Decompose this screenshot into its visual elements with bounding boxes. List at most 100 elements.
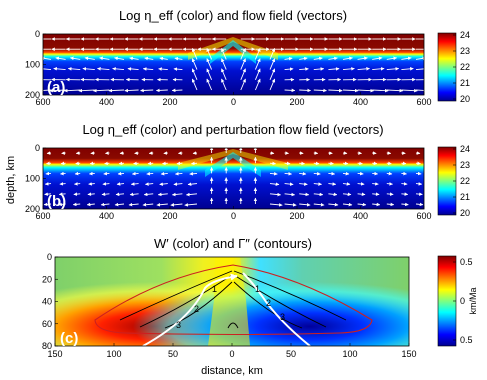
flow-vector bbox=[129, 56, 139, 61]
flow-vector bbox=[58, 192, 66, 196]
panel-a-axes: 600 400 200 0 200 400 600 0 100 200 bbox=[25, 29, 432, 107]
flow-vector bbox=[117, 171, 125, 176]
flow-vector bbox=[386, 67, 400, 71]
flow-vector bbox=[284, 203, 297, 207]
flow-vector bbox=[128, 202, 139, 207]
flow-vector bbox=[401, 67, 414, 71]
contour-label: 1 bbox=[212, 284, 217, 294]
flow-vector bbox=[299, 56, 308, 61]
x-tick-label: 400 bbox=[353, 97, 368, 107]
flow-vector bbox=[269, 68, 276, 80]
flow-vector bbox=[221, 68, 227, 80]
flow-vector bbox=[144, 56, 154, 61]
flow-vector bbox=[415, 68, 424, 71]
flow-vector bbox=[159, 182, 168, 186]
panel-b-tag: (b) bbox=[47, 193, 66, 210]
flow-vector bbox=[328, 56, 338, 61]
panel-b-title: Log η_eff (color) and perturbation flow … bbox=[82, 122, 383, 137]
panel-b-ylabel: depth, km bbox=[5, 156, 17, 204]
flow-vector bbox=[269, 192, 281, 197]
panel-b-heatmap bbox=[43, 148, 424, 209]
flow-vector bbox=[313, 202, 325, 207]
flow-vector bbox=[269, 203, 283, 207]
x-tick-label: 50 bbox=[168, 349, 178, 359]
flow-vector bbox=[133, 161, 139, 166]
flow-vector bbox=[155, 88, 168, 93]
flow-vector bbox=[269, 78, 276, 91]
flow-vector bbox=[127, 67, 139, 71]
flow-vector bbox=[254, 68, 261, 80]
flow-vector bbox=[342, 182, 351, 186]
panel-b-axes: 600 400 200 0 200 400 600 0 100 200 bbox=[25, 143, 432, 221]
contour-label: 2 bbox=[266, 298, 271, 308]
flow-vector bbox=[156, 202, 168, 207]
x-tick-label: 200 bbox=[162, 211, 177, 221]
flow-vector bbox=[171, 88, 183, 93]
flow-vector bbox=[174, 56, 183, 61]
flow-vector bbox=[372, 192, 380, 196]
flow-vector bbox=[357, 88, 374, 93]
colorbar-tick-label: 22 bbox=[460, 62, 470, 72]
flow-vector bbox=[44, 182, 52, 186]
flow-vector bbox=[191, 68, 198, 80]
flow-vector bbox=[93, 88, 110, 93]
flow-vector bbox=[114, 202, 125, 207]
flow-vector bbox=[43, 68, 52, 71]
panel-c: W′ (color) and Γ″ (contours) bbox=[42, 236, 478, 377]
flow-vector bbox=[269, 161, 276, 166]
x-tick-label: 100 bbox=[106, 349, 121, 359]
flow-vector bbox=[328, 182, 337, 186]
flow-vector bbox=[401, 56, 412, 61]
colorbar-tick-label: 0.5 bbox=[460, 335, 473, 345]
flow-vector bbox=[103, 171, 110, 176]
flow-vector bbox=[357, 67, 370, 71]
flow-vector bbox=[184, 203, 198, 207]
flow-vector bbox=[357, 182, 365, 186]
panel-c-xlabel: distance, km bbox=[201, 365, 263, 377]
y-tick-label: 40 bbox=[42, 297, 52, 307]
contour-1-left bbox=[119, 270, 233, 321]
flow-vector bbox=[240, 78, 246, 91]
flow-vector bbox=[328, 171, 336, 176]
flow-vector bbox=[328, 192, 338, 197]
contour-small bbox=[227, 322, 239, 329]
flow-vector bbox=[415, 192, 423, 196]
flow-vector bbox=[372, 202, 381, 207]
flow-vector bbox=[100, 202, 110, 207]
flow-vector bbox=[299, 161, 305, 166]
flow-vector bbox=[59, 182, 66, 186]
flow-vector bbox=[171, 192, 183, 197]
flow-vector bbox=[78, 88, 95, 93]
outer-contour bbox=[94, 264, 373, 336]
flow-vector bbox=[386, 88, 404, 93]
colorbar-tick-label: 0 bbox=[460, 296, 465, 306]
flow-vector bbox=[313, 56, 323, 61]
flow-vector bbox=[269, 172, 278, 176]
colorbar-tick-label: 20 bbox=[460, 208, 470, 218]
panel-c-title: W′ (color) and Γ″ (contours) bbox=[154, 236, 312, 251]
y-tick-label: 100 bbox=[25, 174, 40, 184]
contour-label: 1 bbox=[255, 284, 260, 294]
flow-vector bbox=[240, 58, 246, 70]
flow-vector bbox=[191, 161, 198, 166]
flowline-left bbox=[142, 273, 238, 346]
flow-vector bbox=[269, 48, 276, 60]
contour-label: 3 bbox=[280, 312, 285, 322]
flow-vector bbox=[45, 171, 52, 176]
flow-vector bbox=[221, 58, 227, 70]
flow-vector bbox=[299, 192, 310, 197]
flow-vector bbox=[221, 48, 227, 60]
flow-vector bbox=[401, 182, 408, 186]
flow-vector bbox=[328, 88, 343, 93]
panel-b-colorbar-ticks: 24 23 22 21 20 bbox=[453, 144, 470, 218]
flow-vector bbox=[313, 182, 322, 186]
flow-vector bbox=[175, 171, 183, 176]
flow-vector bbox=[415, 182, 423, 186]
flow-vector bbox=[173, 67, 183, 71]
colorbar-tick-label: 22 bbox=[460, 176, 470, 186]
x-tick-label: 400 bbox=[353, 211, 368, 221]
flow-vector bbox=[170, 203, 183, 207]
flow-vector bbox=[143, 192, 154, 197]
flow-vector bbox=[189, 172, 198, 176]
flow-vector bbox=[55, 56, 66, 61]
